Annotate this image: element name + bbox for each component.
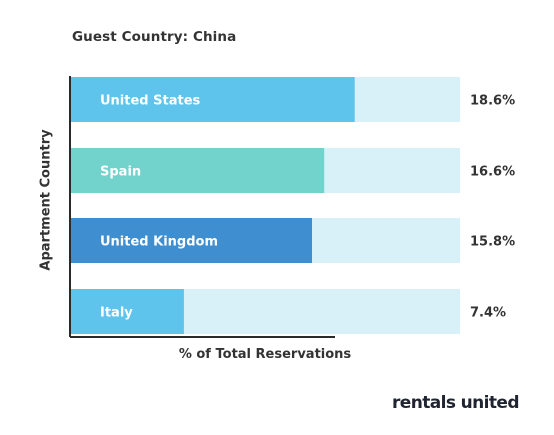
category-label: United Kingdom [100, 235, 218, 250]
category-label: Spain [100, 165, 141, 180]
bar-spain [71, 148, 325, 193]
value-label: 16.6% [470, 165, 515, 180]
rentals-united-logo: rentals united [392, 393, 520, 413]
bars-group: United States 18.6% Spain 16.6% United Kingd… [71, 77, 515, 334]
bar-italy [71, 289, 184, 334]
bar-united-kingdom [71, 218, 312, 263]
value-label: 18.6% [470, 94, 515, 109]
bar-united-states [71, 77, 355, 122]
chart-title: Guest Country: China [72, 29, 237, 45]
category-label: United States [100, 94, 201, 109]
x-axis-label: % of Total Reservations [178, 347, 352, 362]
value-label: 7.4% [470, 306, 506, 321]
category-label: Italy [100, 306, 133, 321]
value-label: 15.8% [470, 235, 515, 250]
